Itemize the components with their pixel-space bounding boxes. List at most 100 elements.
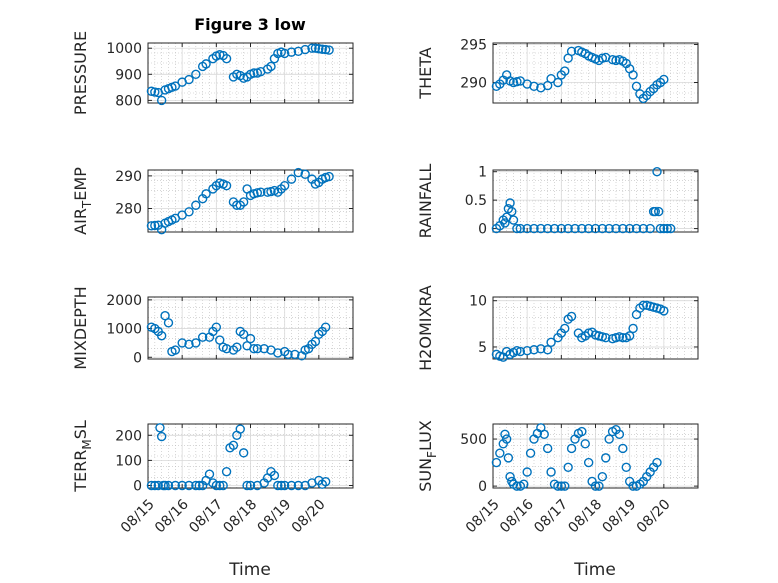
data-point bbox=[542, 443, 553, 454]
data-point bbox=[604, 223, 614, 234]
data-point bbox=[153, 480, 163, 491]
data-point bbox=[611, 55, 621, 66]
data-point bbox=[160, 480, 170, 491]
data-point bbox=[654, 206, 664, 217]
data-point bbox=[184, 339, 194, 350]
y-axis-label: PRESSURE bbox=[71, 31, 90, 115]
data-point bbox=[659, 74, 669, 85]
data-point bbox=[276, 480, 286, 491]
data-point bbox=[621, 462, 631, 472]
data-point bbox=[536, 344, 546, 354]
x-tick-label: 08/20 bbox=[289, 496, 329, 536]
x-tick-label: 08/15 bbox=[118, 496, 158, 536]
data-point bbox=[170, 81, 181, 91]
data-point bbox=[177, 480, 187, 491]
data-point bbox=[560, 323, 570, 334]
data-point bbox=[607, 55, 618, 65]
data-point bbox=[507, 206, 517, 217]
data-point bbox=[269, 470, 280, 481]
data-point bbox=[156, 331, 167, 341]
data-point bbox=[512, 481, 522, 491]
data-point bbox=[221, 343, 232, 354]
data-point bbox=[522, 467, 532, 477]
data-point bbox=[293, 167, 304, 178]
data-point bbox=[549, 223, 560, 234]
data-point bbox=[590, 223, 601, 234]
data-point bbox=[631, 223, 642, 234]
data-point bbox=[525, 448, 536, 458]
data-point bbox=[211, 480, 222, 491]
data-point bbox=[155, 423, 165, 433]
data-point bbox=[184, 74, 194, 85]
panel-h2omixra: 5 10 H2OMIXRA bbox=[416, 285, 699, 371]
data-point bbox=[221, 180, 232, 191]
series-sun_flux bbox=[491, 423, 662, 491]
data-point bbox=[645, 223, 655, 234]
data-point bbox=[324, 171, 334, 182]
data-point bbox=[553, 77, 563, 88]
series-h2omixra bbox=[491, 300, 669, 362]
data-point bbox=[197, 332, 208, 342]
data-point bbox=[191, 69, 201, 80]
data-point bbox=[266, 61, 276, 72]
data-point bbox=[512, 77, 522, 87]
data-point bbox=[638, 223, 649, 234]
x-tick-label: 08/20 bbox=[634, 496, 674, 536]
y-tick-label: 0.5 bbox=[465, 193, 487, 209]
data-point bbox=[597, 472, 608, 482]
data-point bbox=[293, 46, 304, 57]
data-point bbox=[238, 329, 249, 340]
data-point bbox=[150, 87, 160, 97]
data-point bbox=[286, 480, 297, 491]
y-axis-label: THETA bbox=[416, 47, 435, 99]
data-point bbox=[290, 349, 300, 360]
data-point bbox=[529, 81, 539, 91]
data-point bbox=[566, 46, 577, 57]
data-point bbox=[580, 439, 590, 449]
data-point bbox=[211, 322, 222, 332]
y-axis-label: AIRTEMP bbox=[71, 167, 94, 235]
data-point bbox=[249, 343, 259, 354]
data-point bbox=[320, 322, 331, 332]
data-point bbox=[650, 206, 660, 217]
data-point bbox=[512, 223, 522, 234]
data-point bbox=[495, 448, 505, 458]
data-point bbox=[491, 457, 502, 468]
data-point bbox=[597, 53, 608, 63]
data-point bbox=[505, 472, 515, 482]
data-point bbox=[556, 481, 567, 491]
y-tick-label: 290 bbox=[115, 169, 142, 185]
data-point bbox=[252, 343, 263, 354]
y-tick-label: 295 bbox=[460, 38, 487, 54]
data-point bbox=[546, 73, 556, 84]
data-point bbox=[570, 223, 580, 234]
data-point bbox=[320, 477, 331, 487]
data-point bbox=[508, 77, 519, 88]
panel-mixdepth: 0 1000 2000 MIXDEPTH bbox=[71, 286, 354, 370]
data-point bbox=[665, 223, 676, 234]
data-point bbox=[590, 481, 601, 491]
data-point bbox=[314, 44, 324, 54]
data-point bbox=[508, 215, 519, 225]
data-point bbox=[566, 443, 577, 454]
data-point bbox=[628, 481, 638, 491]
data-point bbox=[242, 480, 252, 491]
x-tick-label: 08/18 bbox=[565, 496, 605, 536]
data-point bbox=[307, 43, 317, 53]
data-point bbox=[601, 333, 611, 343]
data-point bbox=[577, 426, 587, 437]
data-point bbox=[279, 480, 290, 491]
y-tick-label: 0 bbox=[478, 479, 487, 495]
series-pressure bbox=[146, 43, 334, 106]
x-axis-label-right: Time bbox=[573, 560, 616, 580]
data-point bbox=[245, 480, 256, 491]
data-point bbox=[191, 338, 201, 348]
data-point bbox=[583, 223, 594, 234]
data-point bbox=[594, 481, 604, 491]
data-point bbox=[618, 223, 628, 234]
y-tick-label: 0 bbox=[133, 350, 142, 366]
series-rainfall bbox=[491, 167, 676, 234]
data-point bbox=[232, 342, 242, 352]
data-point bbox=[273, 480, 283, 491]
data-point bbox=[170, 480, 181, 491]
